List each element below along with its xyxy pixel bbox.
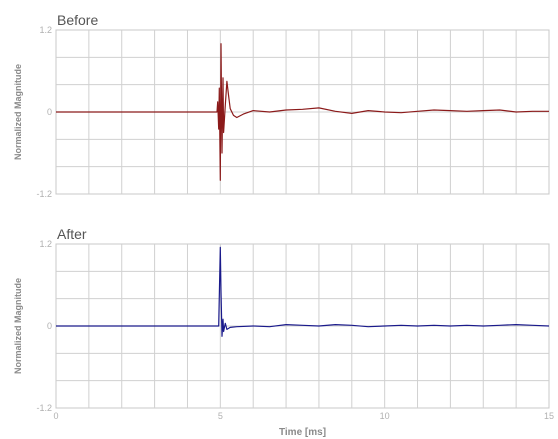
panel-1-y-tick-label: 0 — [47, 107, 52, 117]
panel-2-title: After — [57, 226, 87, 242]
panel-2-series-line — [56, 246, 550, 337]
panel-2-x-tick-label: 15 — [544, 411, 554, 421]
panel-2-y-axis-label: Normalized Magnitude — [13, 278, 23, 374]
panel-2-x-axis-label: Time [ms] — [279, 427, 326, 438]
panel-1-y-tick-label: -1.2 — [36, 189, 52, 199]
panel-2-x-tick-label: 0 — [53, 411, 58, 421]
panel-1-y-tick-label: 1.2 — [39, 25, 52, 35]
panel-2-y-tick-label: 1.2 — [39, 239, 52, 249]
panel-2-x-tick-label: 5 — [218, 411, 223, 421]
panel-1-y-axis-label: Normalized Magnitude — [13, 64, 23, 160]
panel-2-y-tick-label: -1.2 — [36, 403, 52, 413]
panel-1-series-line — [56, 43, 549, 181]
panel-2-y-tick-label: 0 — [47, 321, 52, 331]
panel-2-x-tick-label: 10 — [380, 411, 390, 421]
panel-1: 1.2 0 -1.2 Before Normalized Magnitude — [13, 12, 550, 199]
panel-1-title: Before — [57, 12, 98, 28]
